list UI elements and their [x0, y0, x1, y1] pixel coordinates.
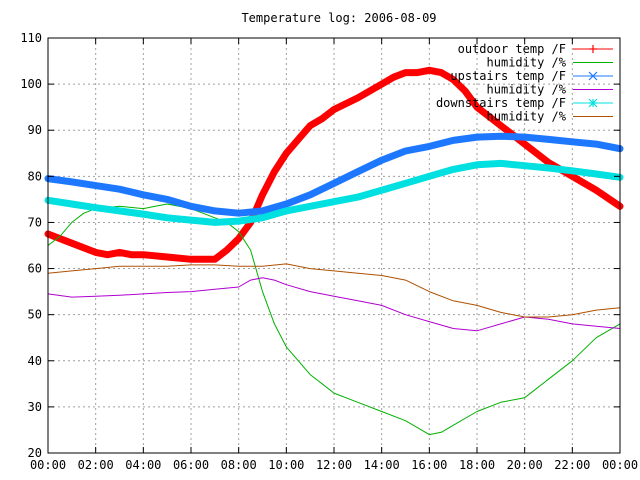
y-tick-label: 20 — [28, 446, 42, 460]
y-tick-label: 80 — [28, 169, 42, 183]
legend-marker — [588, 71, 598, 81]
series-layer — [44, 66, 624, 436]
series-1-line — [44, 66, 624, 263]
x-tick-label: 20:00 — [507, 458, 543, 472]
x-tick-label: 12:00 — [316, 458, 352, 472]
legend-label: humidity /% — [487, 110, 567, 124]
legend-label: humidity /% — [487, 56, 567, 70]
x-tick-label: 00:00 — [30, 458, 66, 472]
legend-label: outdoor temp /F — [458, 42, 566, 56]
y-tick-label: 100 — [20, 77, 42, 91]
axis-ticks: 00:00 02:00 04:00 06:00 08:00 10:00 12:00 14:00… — [20, 31, 638, 472]
legend-marker — [588, 98, 598, 108]
x-tick-label: 14:00 — [364, 458, 400, 472]
series-4-line — [47, 277, 621, 332]
y-tick-label: 50 — [28, 308, 42, 322]
y-tick-label: 70 — [28, 215, 42, 229]
y-tick-label: 60 — [28, 262, 42, 276]
y-tick-label: 90 — [28, 123, 42, 137]
series-6-line — [47, 263, 621, 318]
legend-marker — [589, 45, 597, 53]
legend-label: upstairs temp /F — [450, 69, 566, 83]
x-tick-label: 18:00 — [459, 458, 495, 472]
x-tick-label: 22:00 — [554, 458, 590, 472]
series-2-line — [47, 203, 621, 436]
x-tick-label: 00:00 — [602, 458, 638, 472]
x-tick-label: 04:00 — [125, 458, 161, 472]
x-tick-label: 02:00 — [78, 458, 114, 472]
chart-title: Temperature log: 2006-08-09 — [241, 11, 436, 25]
legend-marker-stroke — [588, 71, 598, 81]
y-tick-label: 30 — [28, 400, 42, 414]
legend-marker-stroke — [588, 98, 598, 108]
y-tick-label: 110 — [20, 31, 42, 45]
x-tick-label: 16:00 — [411, 458, 447, 472]
series-5-line — [44, 159, 624, 226]
x-tick-label: 10:00 — [268, 458, 304, 472]
legend-label: humidity /% — [487, 83, 567, 97]
x-tick-label: 06:00 — [173, 458, 209, 472]
grid-lines — [48, 38, 620, 453]
x-tick-label: 08:00 — [221, 458, 257, 472]
legend-label: downstairs temp /F — [436, 96, 566, 110]
y-tick-label: 40 — [28, 354, 42, 368]
series-3-line — [44, 132, 624, 217]
